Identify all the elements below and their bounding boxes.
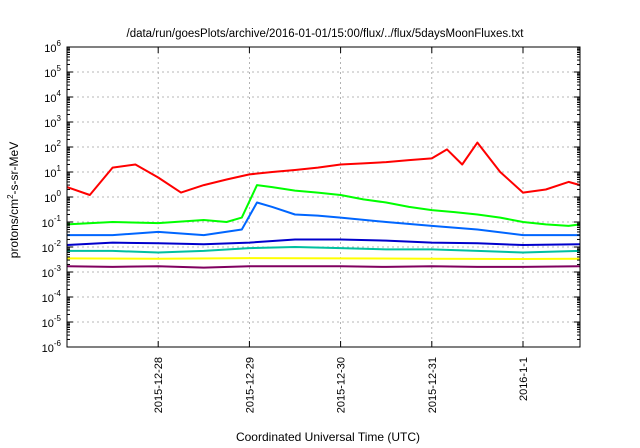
series-line-3 — [67, 201, 580, 237]
y-tick-label-exp: -6 — [54, 339, 62, 348]
x-axis-label: Coordinated Universal Time (UTC) — [236, 430, 420, 444]
y-tick-label-base: 10 — [44, 168, 56, 180]
y-tick-label: 104 — [44, 89, 61, 105]
y-tick-label-exp: 0 — [57, 189, 62, 198]
y-tick-label-base: 10 — [44, 193, 56, 205]
tick-marks — [67, 46, 580, 348]
y-tick-label-base: 10 — [44, 68, 56, 80]
y-tick-label: 10-1 — [42, 214, 62, 230]
series-line-1 — [66, 141, 581, 196]
y-tick-label: 105 — [44, 64, 61, 80]
y-tick-label: 10-3 — [42, 264, 62, 280]
y-tick-label-base: 10 — [42, 318, 54, 330]
y-tick-label: 102 — [44, 139, 61, 155]
x-tick-label: 2015-12-29 — [244, 357, 256, 413]
y-axis-label-rest: -s-sr-MeV — [7, 142, 21, 195]
y-tick-label-base: 10 — [42, 343, 54, 355]
y-tick-label-exp: 1 — [57, 164, 62, 173]
y-tick-label-exp: -2 — [54, 239, 62, 248]
series-line-4 — [66, 238, 581, 246]
y-tick-label-base: 10 — [42, 293, 54, 305]
series-lines — [66, 141, 581, 269]
y-tick-label: 10-4 — [42, 289, 62, 305]
y-tick-label-base: 10 — [42, 268, 54, 280]
y-tick-label-exp: 4 — [57, 89, 62, 98]
y-tick-label: 10-2 — [42, 239, 62, 255]
chart-title: /data/run/goesPlots/archive/2016-01-01/1… — [127, 28, 525, 40]
series-line-2 — [66, 184, 581, 227]
y-tick-label-exp: 3 — [57, 114, 62, 123]
y-tick-label: 10-6 — [42, 339, 62, 355]
y-tick-label: 100 — [44, 189, 61, 205]
y-tick-labels: 10-610-510-410-310-210-11001011021031041… — [42, 39, 62, 355]
y-tick-label: 106 — [44, 39, 61, 55]
series-line-6 — [66, 257, 581, 260]
y-axis-label-base: protons/cm — [7, 199, 21, 258]
y-tick-label-base: 10 — [44, 118, 56, 130]
y-tick-label-exp: 6 — [57, 39, 62, 48]
y-axis-label-sup: 2 — [6, 194, 15, 199]
y-tick-label-base: 10 — [42, 243, 54, 255]
y-tick-label: 10-5 — [42, 314, 62, 330]
y-tick-label-base: 10 — [44, 143, 56, 155]
y-tick-label-base: 10 — [42, 218, 54, 230]
y-tick-label-exp: -1 — [54, 214, 62, 223]
x-tick-label: 2015-12-30 — [336, 357, 348, 413]
series-line-7 — [66, 265, 581, 269]
series-line-5 — [67, 246, 581, 254]
x-tick-label: 2015-12-31 — [427, 357, 439, 413]
y-tick-label: 101 — [44, 164, 61, 180]
y-tick-label: 103 — [44, 114, 61, 130]
y-axis-label: protons/cm2-s-sr-MeV — [6, 142, 21, 258]
y-tick-label-base: 10 — [44, 93, 56, 105]
x-tick-labels: 2015-12-28 2015-12-29 2015-12-30 2015-12-31… — [153, 357, 530, 413]
y-tick-label-exp: 2 — [57, 139, 62, 148]
y-tick-label-exp: -5 — [54, 314, 62, 323]
y-tick-label-exp: 5 — [57, 64, 62, 73]
y-tick-label-exp: -4 — [54, 289, 62, 298]
x-tick-label: 2016-1-1 — [518, 357, 530, 401]
y-tick-label-exp: -3 — [54, 264, 62, 273]
y-tick-label-base: 10 — [44, 43, 56, 55]
x-tick-label: 2015-12-28 — [153, 357, 165, 413]
